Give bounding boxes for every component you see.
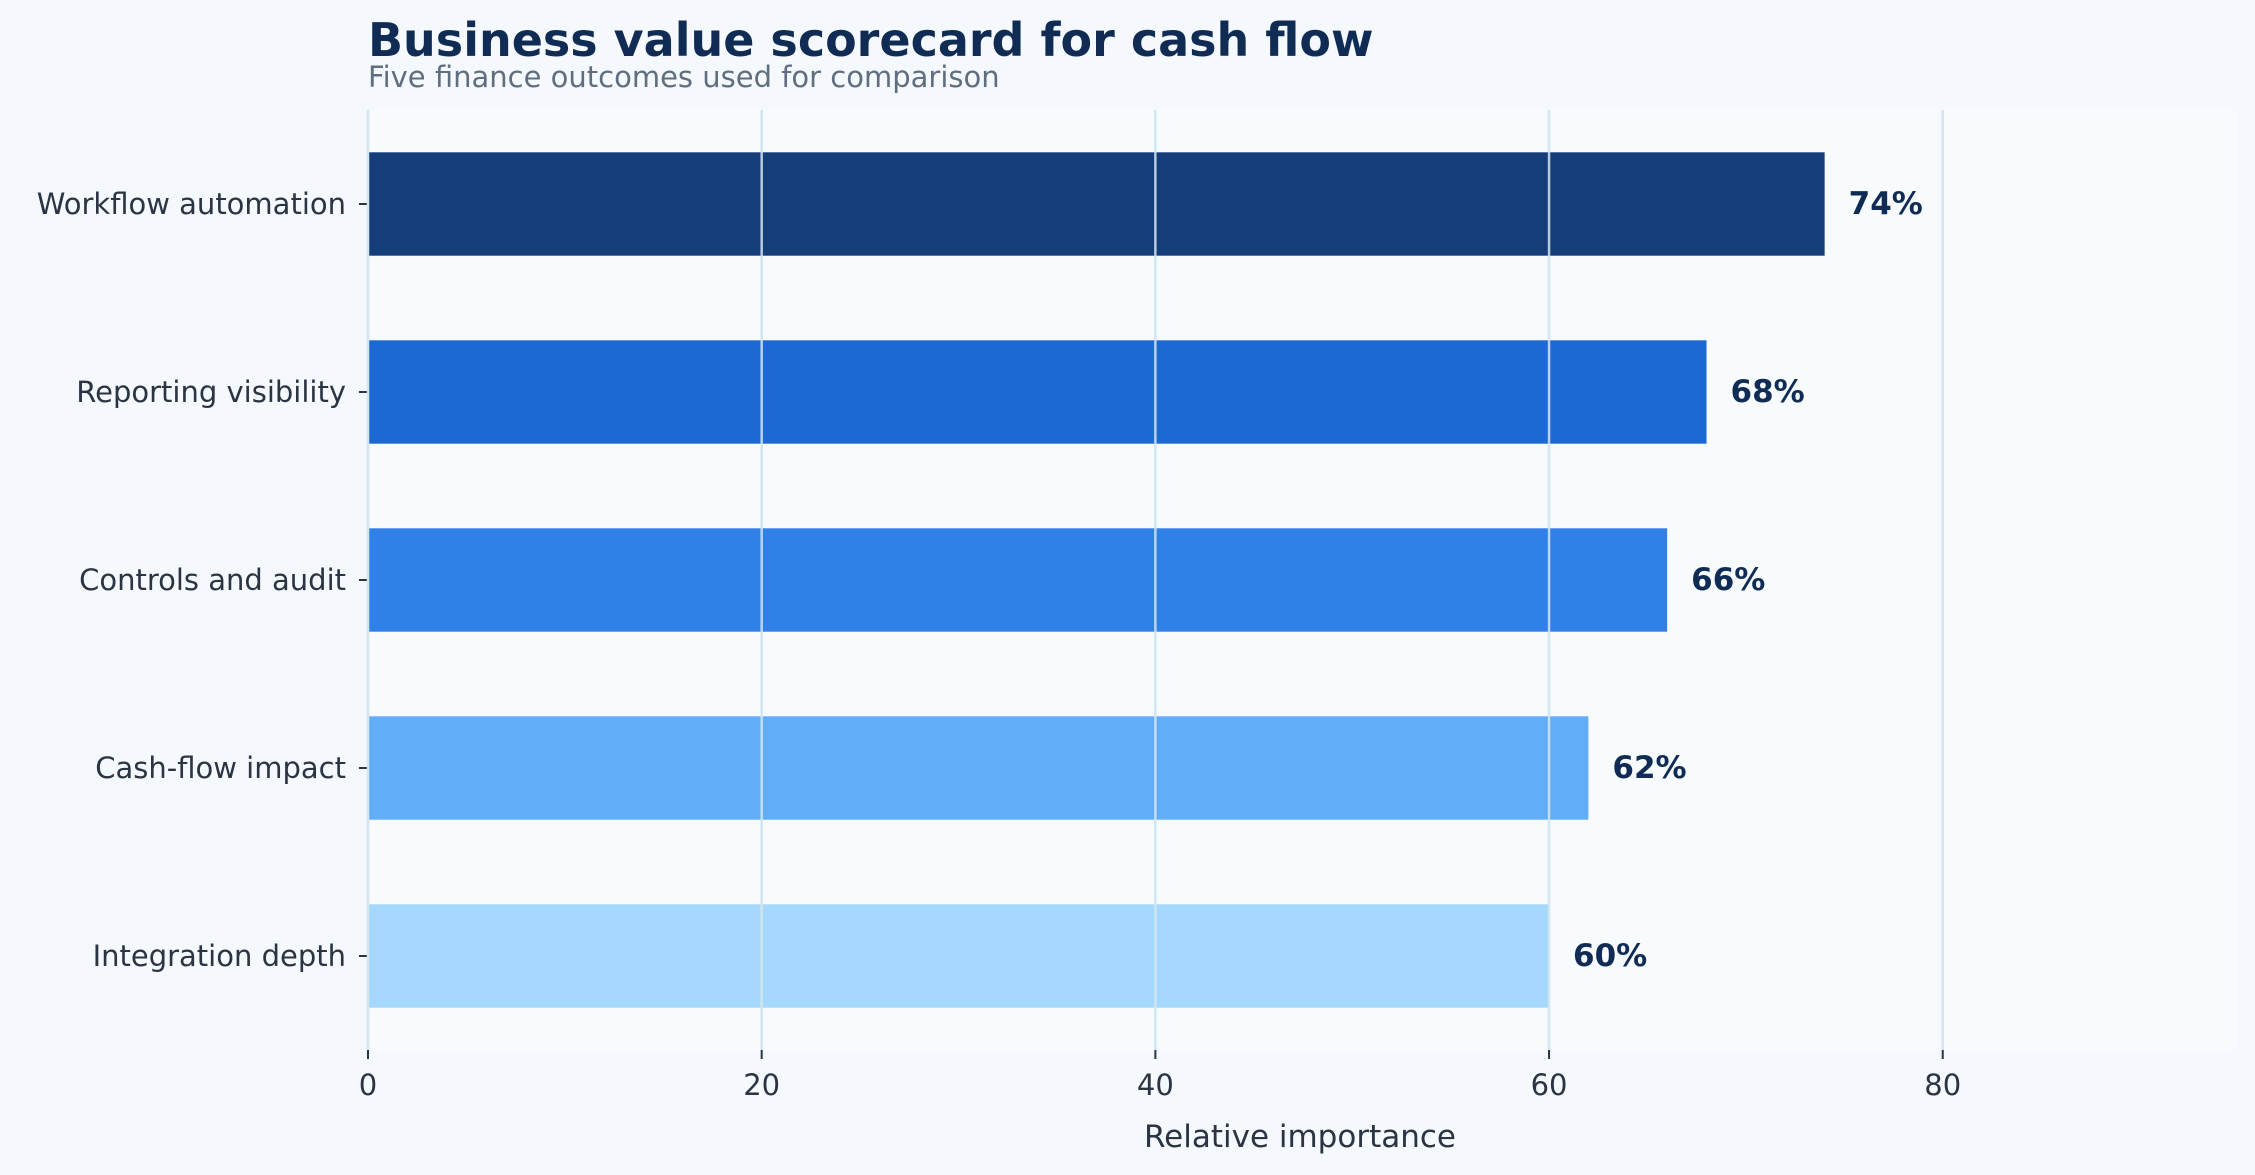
data-label: 66%: [1691, 562, 1765, 598]
x-tick-label: 20: [743, 1068, 780, 1102]
bar: [368, 528, 1668, 632]
bar: [368, 340, 1707, 444]
x-tick-label: 0: [359, 1068, 377, 1102]
chart-title: Business value scorecard for cash flow: [368, 13, 1373, 67]
category-label: Integration depth: [93, 939, 346, 973]
x-tick-label: 40: [1137, 1068, 1174, 1102]
bar: [368, 904, 1550, 1008]
data-label: 60%: [1573, 938, 1647, 974]
category-label: Workflow automation: [37, 187, 346, 221]
x-axis-title: Relative importance: [1144, 1119, 1456, 1155]
category-label: Cash-flow impact: [95, 751, 346, 785]
bars: [368, 152, 1825, 1008]
category-label: Controls and audit: [79, 563, 346, 597]
gridline-overlay: [760, 110, 1944, 1050]
x-tick-label: 60: [1531, 1068, 1568, 1102]
data-labels: 74% 68% 66% 62% 60%: [1573, 186, 1923, 974]
data-label: 74%: [1849, 186, 1923, 222]
bar: [368, 716, 1589, 820]
chart-subtitle: Five finance outcomes used for compariso…: [368, 60, 1000, 94]
data-label: 62%: [1612, 750, 1686, 786]
axes: 0 20 40 60 80 Workflow automation Reporting vi…: [37, 110, 1961, 1102]
x-tick-label: 80: [1924, 1068, 1961, 1102]
data-label: 68%: [1731, 374, 1805, 410]
bar: [368, 152, 1825, 256]
category-label: Reporting visibility: [76, 375, 346, 409]
